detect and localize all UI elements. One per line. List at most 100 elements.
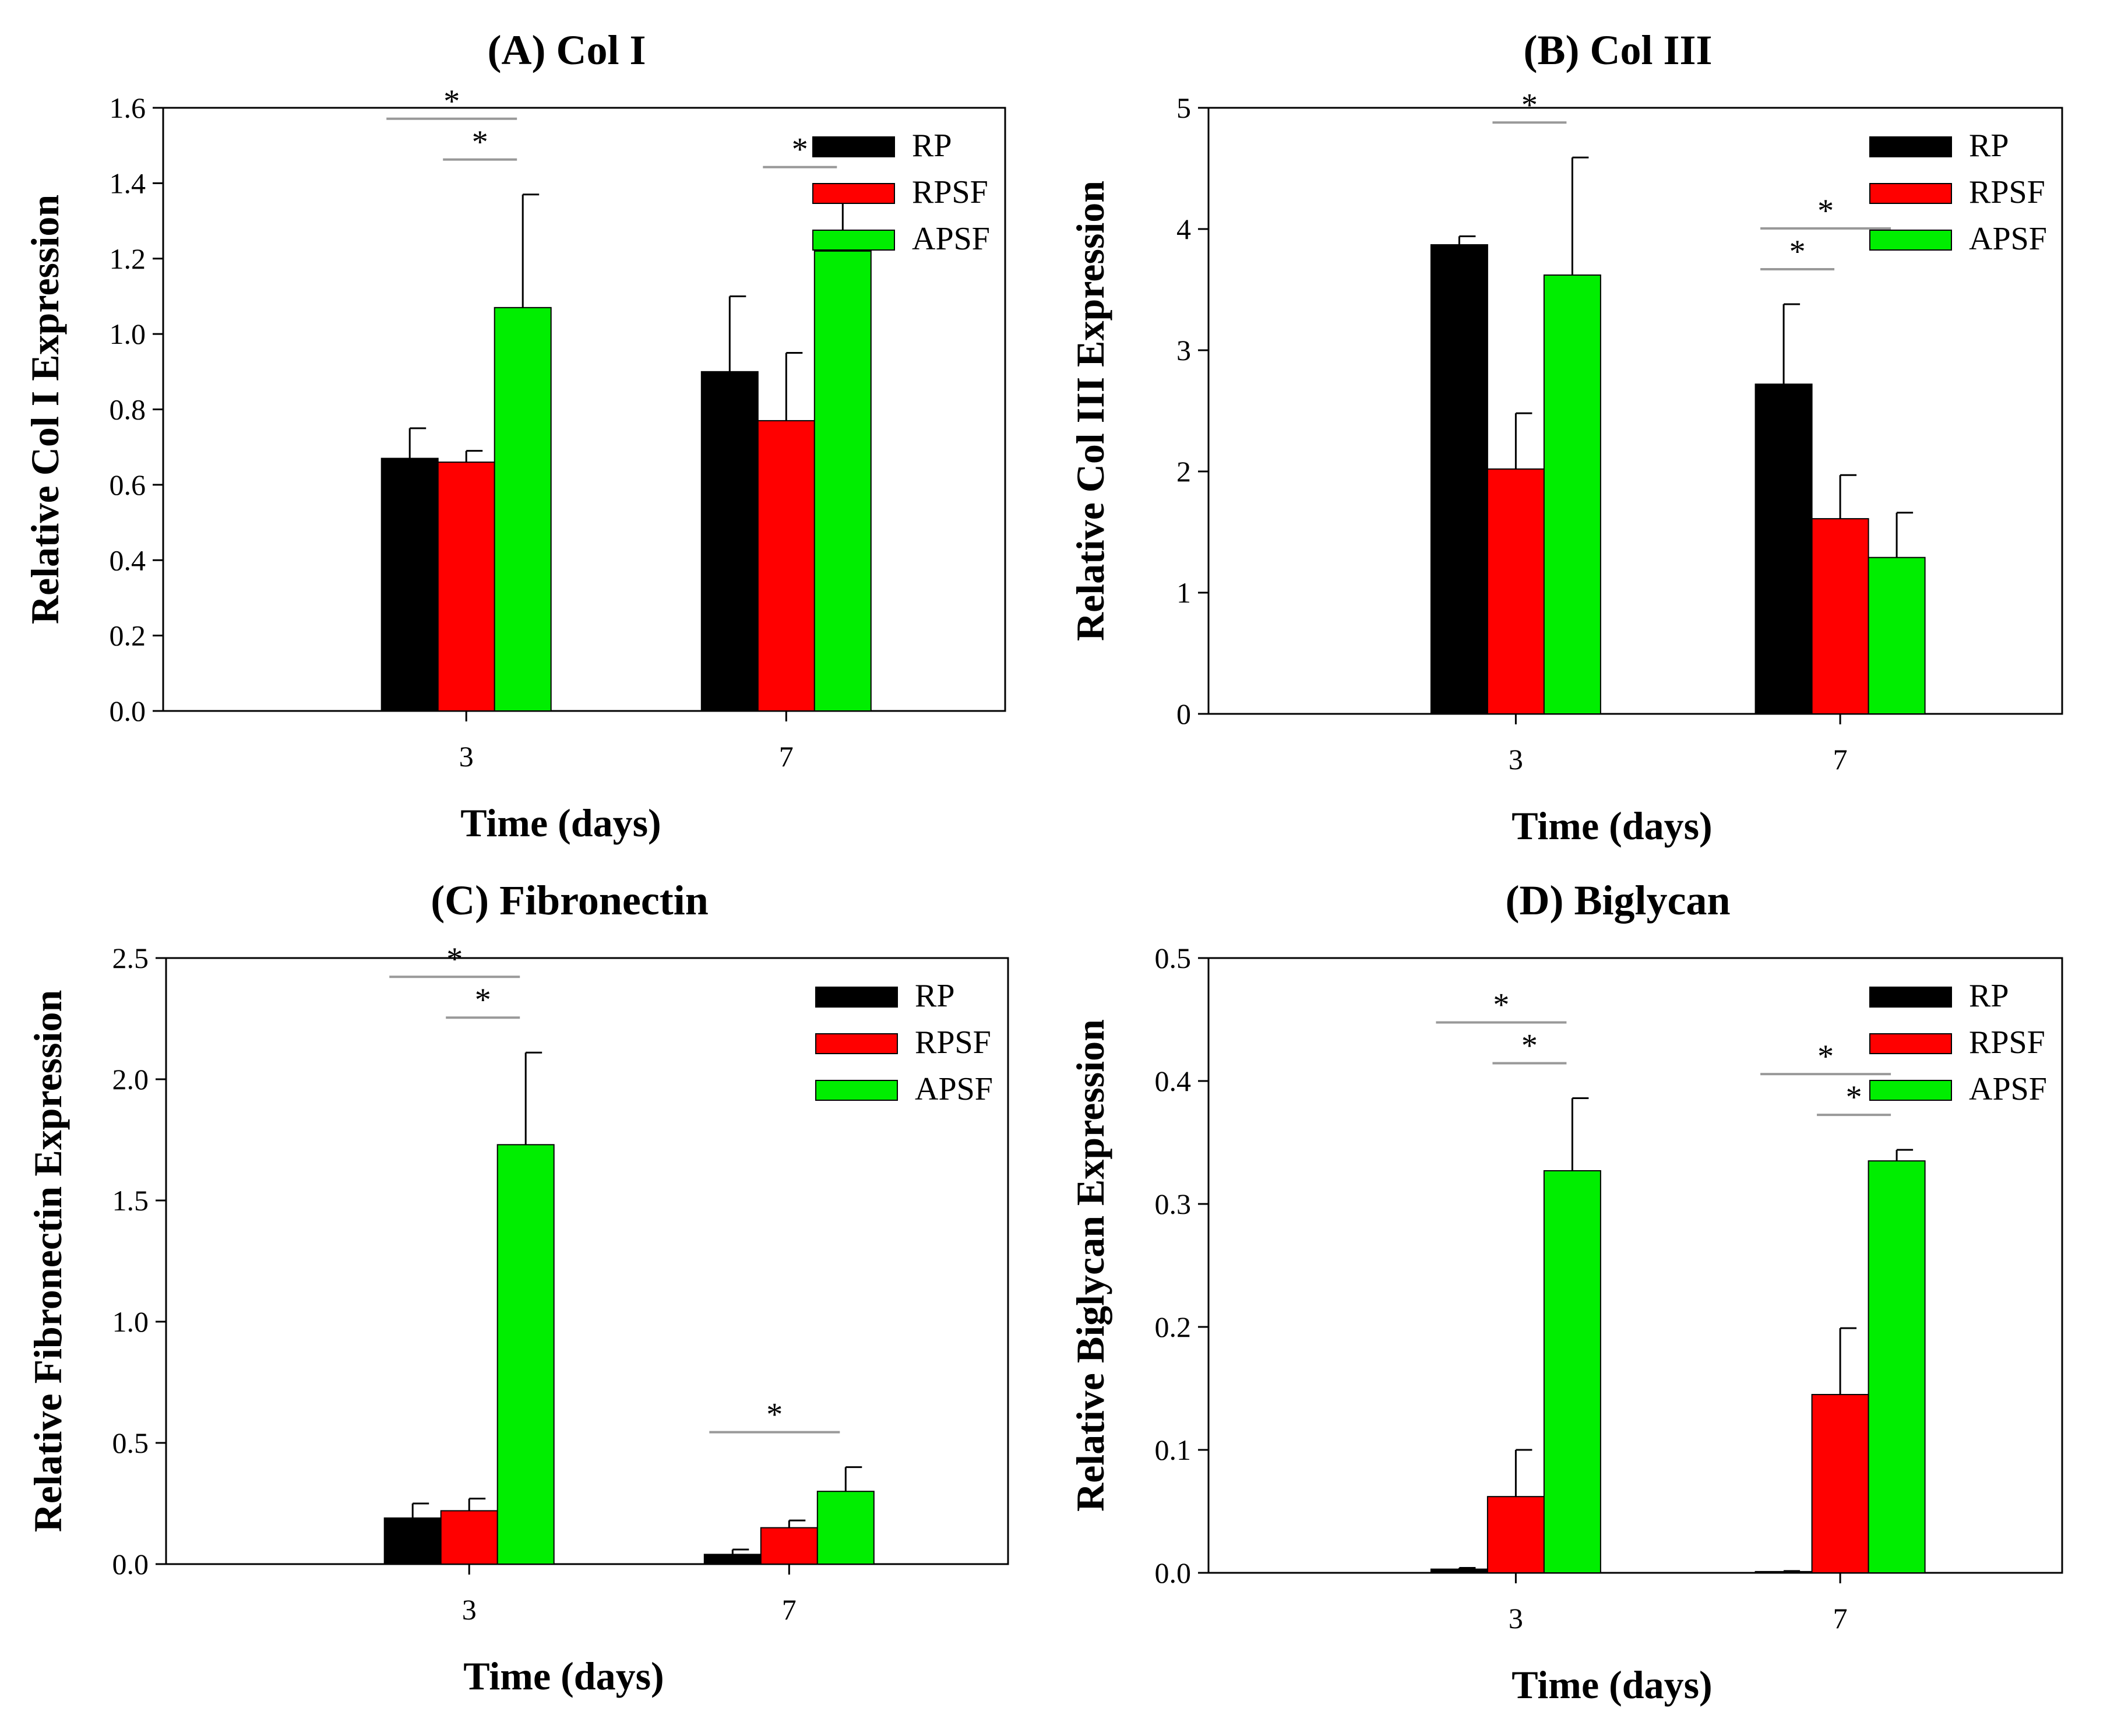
- y-tick-label: 0.0: [112, 1548, 149, 1580]
- significance-star: *: [766, 1397, 783, 1433]
- legend-swatch-apsf: [812, 230, 895, 251]
- y-tick-label: 0.3: [1155, 1188, 1192, 1220]
- y-tick-label: 0.8: [110, 393, 146, 426]
- y-axis-label: Relative Col III Expression: [1068, 181, 1112, 641]
- bar-rpsf-day-7: [1811, 518, 1869, 714]
- bar-rp-day-7: [700, 371, 759, 712]
- legend-label-rpsf: RPSF: [915, 1024, 991, 1061]
- legend-swatch-rpsf: [815, 1033, 898, 1054]
- y-tick-label: 0.2: [110, 619, 146, 652]
- bar-rpsf-day-3: [437, 462, 495, 712]
- x-axis-label: Time (days): [460, 801, 661, 845]
- significance-star: *: [1846, 1079, 1862, 1115]
- chart-title: (A) Col I: [488, 27, 646, 73]
- legend-swatch-rp: [812, 136, 895, 157]
- y-tick-label: 4: [1176, 213, 1191, 245]
- bar-rp-day-3: [383, 1517, 442, 1565]
- y-tick-label: 0.4: [1155, 1065, 1192, 1097]
- legend-swatch-rp: [1869, 987, 1952, 1008]
- y-tick-label: 0.5: [1155, 942, 1192, 974]
- significance-star: *: [1493, 987, 1509, 1023]
- significance-star: *: [443, 83, 460, 119]
- legend-label-apsf: APSF: [912, 221, 990, 257]
- y-tick-label: 0.2: [1155, 1311, 1192, 1343]
- significance-star: *: [475, 982, 491, 1018]
- chart-title: (C) Fibronectin: [431, 877, 709, 924]
- chart-svg: (A) Col I 0.0 0.2 0.4 0.6 0.8 1.0 1.2 1.4 1.6 Rela…: [23, 27, 1006, 845]
- legend-swatch-apsf: [1869, 1080, 1952, 1101]
- x-tick-label: 7: [779, 740, 794, 773]
- y-tick-label: 2.0: [112, 1063, 149, 1096]
- significance-star: *: [1521, 87, 1538, 123]
- legend-label-rpsf: RPSF: [912, 174, 988, 210]
- legend-swatch-rpsf: [812, 183, 895, 204]
- legend-swatch-rpsf: [1869, 1033, 1952, 1054]
- y-tick-label: 0.1: [1155, 1434, 1192, 1466]
- chart-title: (B) Col III: [1523, 27, 1712, 73]
- bar-apsf-day-7: [1868, 557, 1926, 714]
- chart-svg: (C) Fibronectin 0.0 0.5 1.0 1.5 2.0 2.5 Relativ…: [26, 877, 1009, 1698]
- y-tick-label: 1.0: [110, 318, 146, 350]
- bar-rpsf-day-3: [440, 1510, 498, 1565]
- significance-star: *: [1789, 234, 1806, 270]
- bar-apsf-day-3: [1543, 1170, 1601, 1573]
- y-axis-label: Relative Col I Expression: [23, 195, 67, 624]
- plot-frame: [1207, 107, 2063, 715]
- y-tick-label: 5: [1176, 91, 1191, 124]
- x-tick-label: 3: [462, 1593, 477, 1626]
- bar-apsf-day-7: [1868, 1160, 1926, 1573]
- bar-rpsf-day-7: [1811, 1394, 1869, 1573]
- chart-svg: (B) Col III 0 1 2 3 4 5 Relative Col III Expres…: [1068, 27, 2063, 848]
- x-tick-label: 3: [1509, 743, 1523, 776]
- y-tick-label: 0: [1176, 698, 1191, 730]
- bar-rpsf-day-7: [760, 1527, 818, 1565]
- y-axis-label: Relative Fibronectin Expression: [26, 990, 70, 1533]
- y-tick-label: 1.5: [112, 1184, 149, 1217]
- bar-rpsf-day-7: [757, 420, 815, 712]
- x-tick-label: 7: [782, 1593, 797, 1626]
- significance-star: *: [1521, 1028, 1538, 1064]
- y-tick-label: 0.0: [1155, 1557, 1192, 1589]
- bar-apsf-day-7: [816, 1491, 875, 1565]
- x-tick-label: 3: [459, 740, 474, 773]
- y-axis-label: Relative Biglycan Expression: [1068, 1019, 1112, 1512]
- y-tick-label: 0.5: [112, 1427, 149, 1459]
- y-tick-label: 2: [1176, 455, 1191, 488]
- significance-star: *: [792, 132, 808, 168]
- bar-apsf-day-3: [494, 307, 552, 712]
- legend-swatch-apsf: [815, 1080, 898, 1101]
- x-tick-label: 7: [1833, 743, 1848, 776]
- bar-rpsf-day-3: [1486, 468, 1545, 715]
- legend-label-apsf: APSF: [1969, 221, 2047, 257]
- legend-swatch-rpsf: [1869, 183, 1952, 204]
- bar-rpsf-day-3: [1486, 1496, 1545, 1574]
- y-tick-label: 0.4: [110, 544, 146, 576]
- significance-star: *: [1817, 1038, 1834, 1075]
- legend-label-rp: RP: [915, 978, 955, 1014]
- bar-rp-day-3: [380, 457, 439, 712]
- bar-apsf-day-3: [496, 1144, 555, 1565]
- legend-label-apsf: APSF: [1969, 1071, 2047, 1107]
- significance-star: *: [446, 941, 463, 977]
- legend-label-rp: RP: [1969, 978, 2009, 1014]
- bar-rp-day-7: [703, 1554, 762, 1565]
- legend-label-rp: RP: [1969, 128, 2009, 164]
- significance-star: *: [1817, 193, 1834, 229]
- bar-rp-day-3: [1430, 244, 1488, 715]
- x-tick-label: 7: [1833, 1602, 1848, 1635]
- chart-panel-col-iii: (B) Col III 0 1 2 3 4 5 Relative Col III Expres…: [1057, 0, 2114, 868]
- chart-svg: (D) Biglycan 0.0 0.1 0.2 0.3 0.4 0.5 Relative B…: [1068, 877, 2063, 1707]
- legend-label-rpsf: RPSF: [1969, 174, 2045, 210]
- legend-label-rpsf: RPSF: [1969, 1024, 2045, 1061]
- significance-star: *: [472, 124, 488, 160]
- legend-swatch-rp: [815, 987, 898, 1008]
- y-tick-label: 1: [1176, 576, 1191, 609]
- plot-frame: [1207, 957, 2063, 1574]
- x-tick-label: 3: [1509, 1602, 1523, 1635]
- bar-rp-day-7: [1754, 383, 1813, 714]
- chart-title: (D) Biglycan: [1506, 877, 1731, 924]
- bar-apsf-day-3: [1543, 274, 1601, 715]
- bar-apsf-day-7: [813, 250, 872, 712]
- x-axis-label: Time (days): [1511, 1663, 1712, 1707]
- y-tick-label: 1.2: [110, 242, 146, 275]
